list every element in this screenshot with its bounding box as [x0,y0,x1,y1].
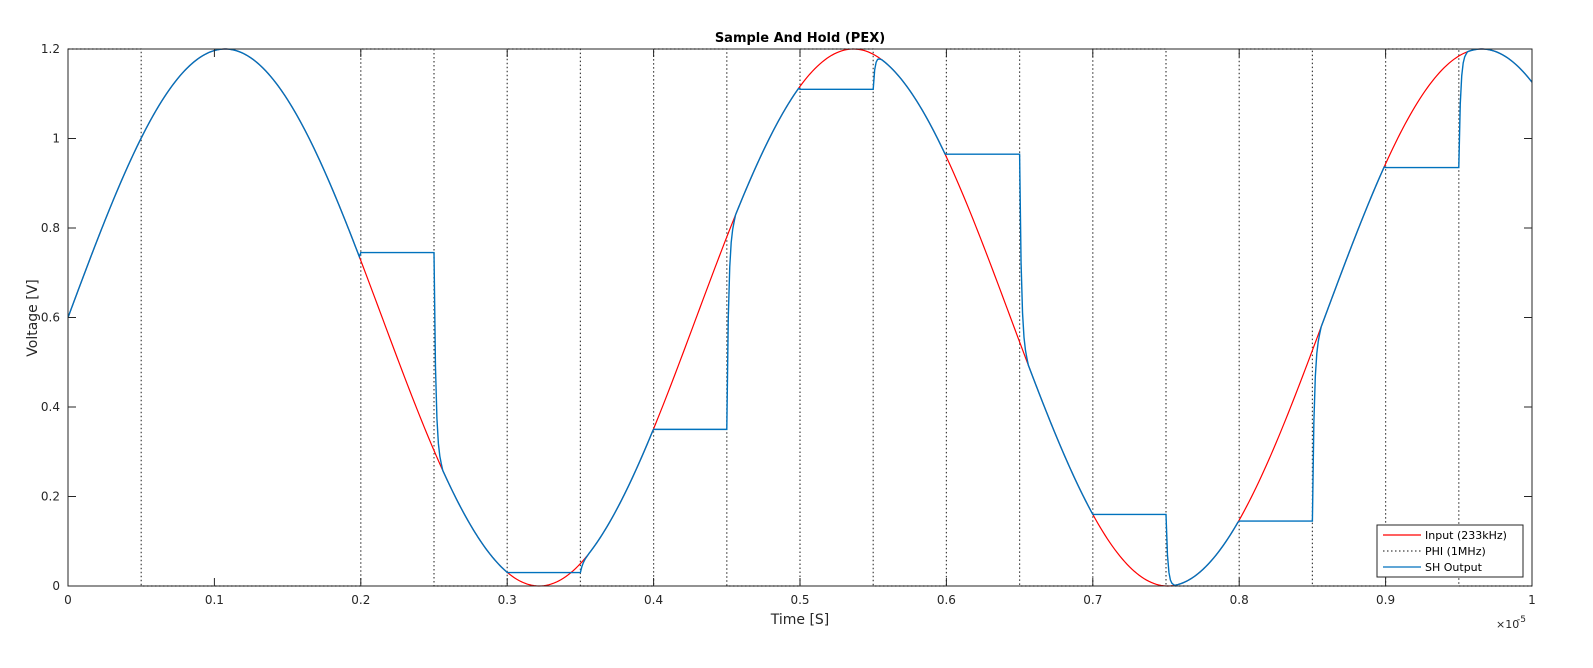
x-tick-label: 0 [64,593,72,607]
plot-area [67,48,1533,587]
x-tick-label: 0.5 [790,593,809,607]
x-exponent-power: -5 [1517,615,1526,625]
legend-entry: Input (233kHz) [1425,529,1507,542]
x-axis-label: Time [S] [770,612,830,628]
x-tick-label: 0.4 [644,593,663,607]
axes: 0 0.1 0.2 0.3 0.4 0.5 0.6 0.7 0.8 0.9 1 0 0.2 0.4 0.6 0… [41,42,1536,607]
y-tick-label: 1 [52,132,60,146]
x-tick-label: 0.8 [1230,593,1249,607]
y-tick-label: 0.8 [41,221,60,235]
legend-entry: SH Output [1425,561,1483,574]
x-exponent: ×10 -5 [1496,615,1526,631]
y-tick-label: 1.2 [41,42,60,56]
x-tick-label: 0.2 [351,593,370,607]
y-tick-label: 0.4 [41,400,60,414]
x-exponent-base: ×10 [1496,618,1519,631]
y-tick-label: 0.6 [41,311,60,325]
series-sh-output-line [67,48,1533,587]
chart-title: Sample And Hold (PEX) [715,31,885,46]
legend: Input (233kHz) PHI (1MHz) SH Output [1376,524,1524,578]
y-axis-label: Voltage [V] [25,279,41,356]
x-tick-label: 0.7 [1083,593,1102,607]
x-tick-label: 0.1 [205,593,224,607]
y-tick-label: 0 [52,579,60,593]
x-tick-label: 0.9 [1376,593,1395,607]
x-tick-label: 0.3 [498,593,517,607]
x-tick-label: 1 [1528,593,1536,607]
legend-box [1376,524,1524,578]
x-tick-label: 0.6 [937,593,956,607]
y-tick-label: 0.2 [41,490,60,504]
legend-entry: PHI (1MHz) [1425,545,1486,558]
